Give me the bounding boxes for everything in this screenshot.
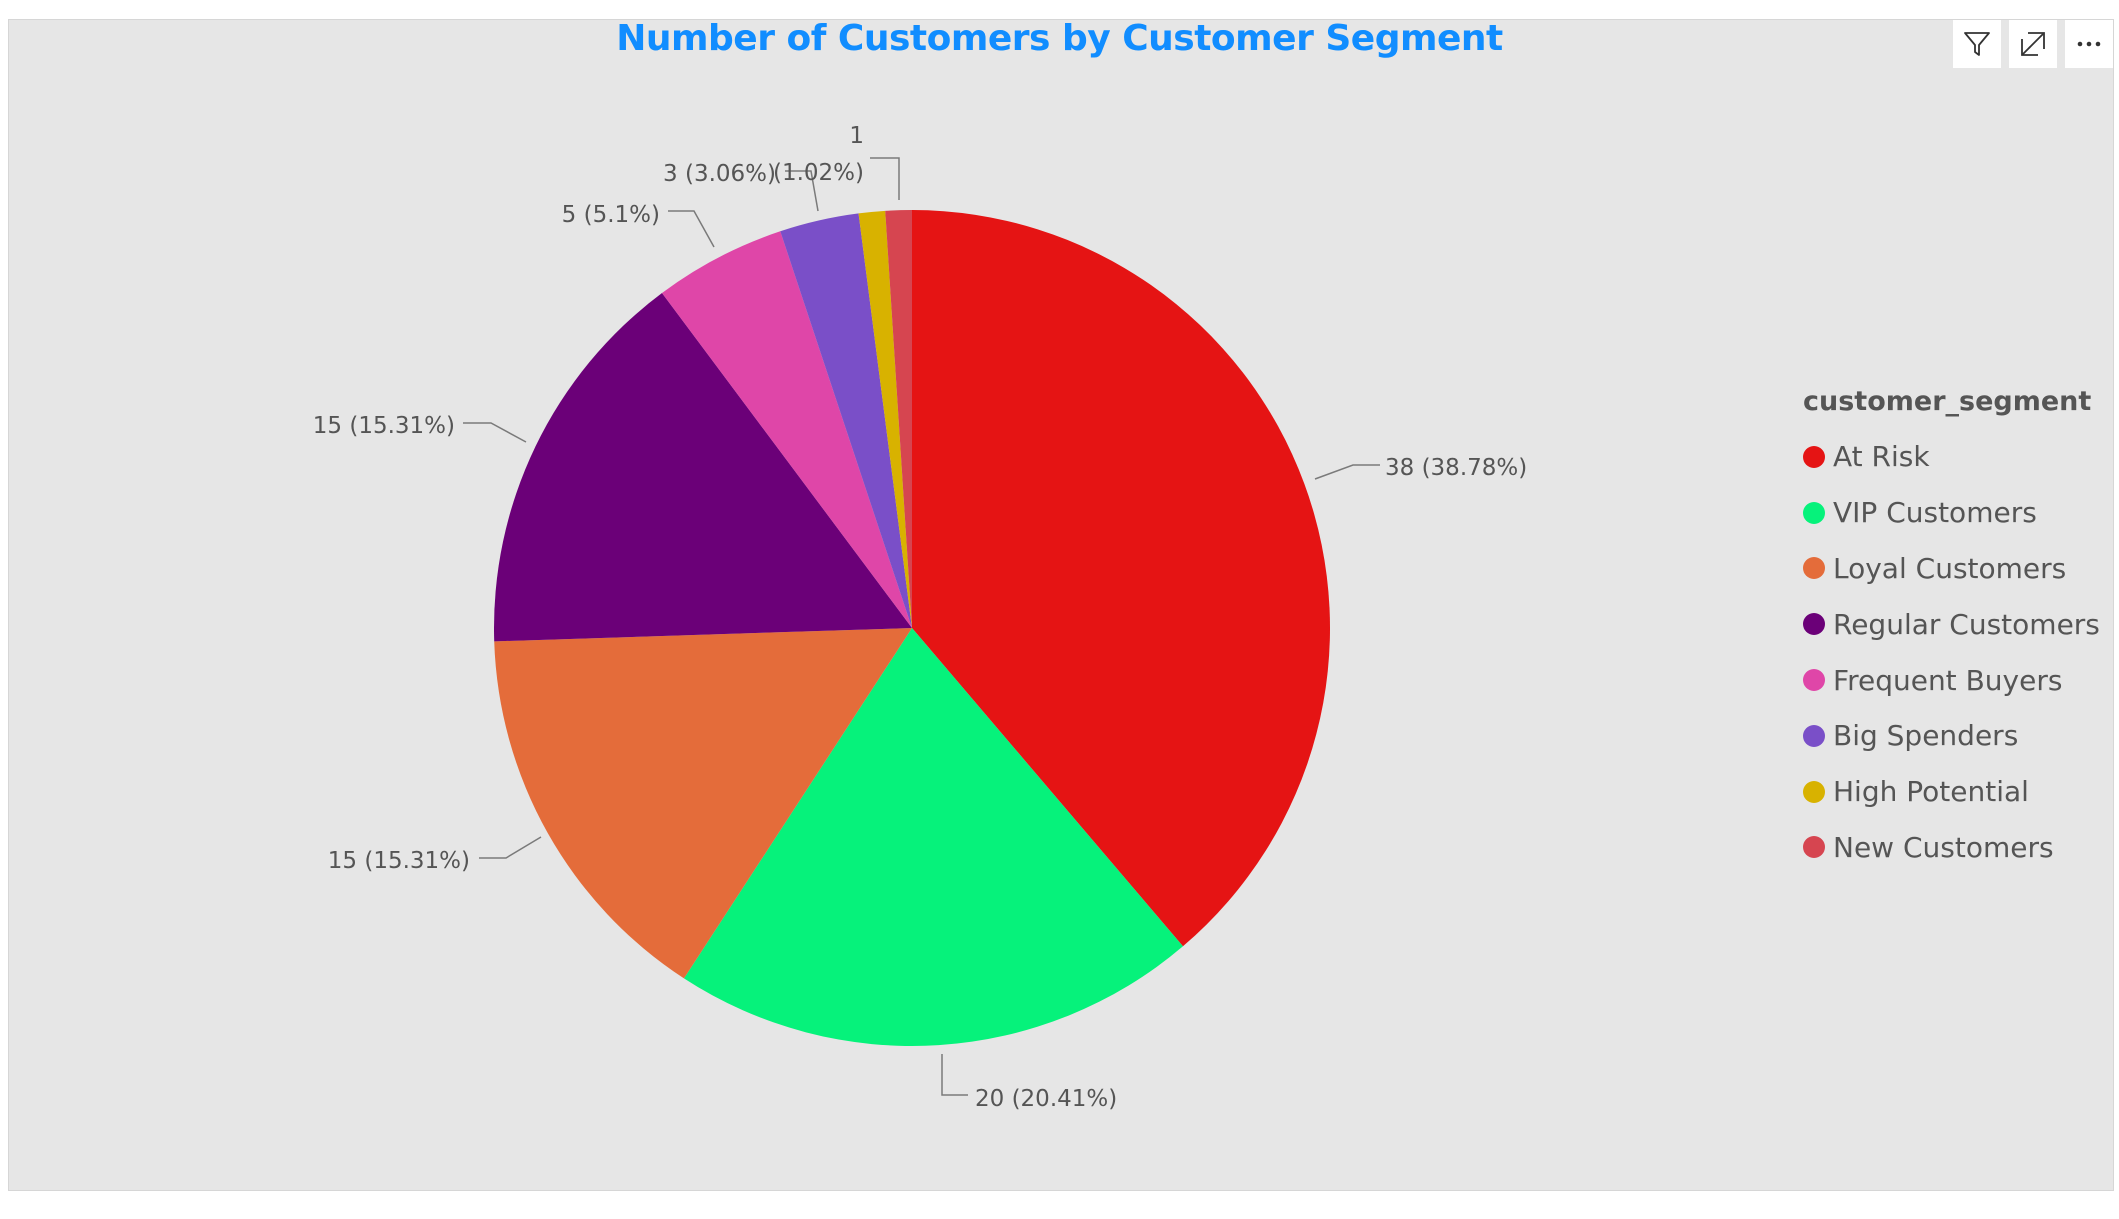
leader-line-regular-customers (463, 422, 527, 443)
legend-items: At Risk VIP Customers Loyal Customers Regul… (1803, 429, 2100, 875)
legend: customer_segment At Risk VIP Customers Loy… (1803, 386, 2100, 875)
pie-slices (493, 210, 1330, 1046)
leader-line-at-risk (1314, 464, 1380, 480)
data-label-vip-customers: 20 (20.41%) (975, 1086, 1117, 1112)
legend-marker (1803, 445, 1825, 468)
legend-marker (1803, 669, 1825, 692)
legend-title: customer_segment (1803, 386, 2092, 417)
leader-line-frequent-buyers (668, 210, 715, 248)
legend-marker (1803, 836, 1825, 859)
legend-label: New Customers (1833, 830, 2054, 864)
legend-item-vip-customers[interactable]: VIP Customers (1803, 485, 2100, 541)
legend-marker (1803, 613, 1825, 636)
pie-slice-regular-customers[interactable] (493, 293, 912, 642)
legend-label: At Risk (1833, 440, 1930, 474)
legend-label: VIP Customers (1833, 496, 2037, 530)
legend-marker (1803, 557, 1825, 580)
legend-item-big-spenders[interactable]: Big Spenders (1803, 708, 2100, 764)
chart-title: Number of Customers by Customer Segment (616, 18, 1503, 59)
focus-mode-icon (2021, 32, 2045, 56)
data-label-frequent-buyers: 5 (5.1%) (562, 202, 660, 228)
legend-item-frequent-buyers[interactable]: Frequent Buyers (1803, 652, 2100, 708)
legend-marker (1803, 501, 1825, 524)
leader-line-big-spenders (785, 170, 819, 212)
legend-item-regular-customers[interactable]: Regular Customers (1803, 596, 2100, 652)
pie-slice-frequent-buyers[interactable] (661, 231, 912, 629)
data-label-high-potential: 1 (1.02%) (773, 123, 864, 186)
legend-marker (1803, 780, 1825, 803)
more-options-icon (2077, 41, 2101, 47)
legend-label: Big Spenders (1833, 719, 2019, 753)
pie-slice-vip-customers[interactable] (683, 628, 1183, 1046)
leader-line-high-potential (870, 157, 900, 200)
legend-label: Regular Customers (1833, 607, 2100, 641)
legend-label: Loyal Customers (1833, 551, 2067, 585)
pie-slice-loyal-customers[interactable] (494, 628, 912, 979)
legend-label: High Potential (1833, 775, 2029, 809)
pie-data-labels: 38 (38.78%) 20 (20.41%) 15 (15.31%) 15 (15.… (313, 123, 1527, 1112)
pie-slice-big-spenders[interactable] (780, 213, 912, 629)
legend-item-loyal-customers[interactable]: Loyal Customers (1803, 541, 2100, 597)
legend-label: Frequent Buyers (1833, 663, 2063, 697)
pie-slice-at-risk[interactable] (912, 210, 1330, 947)
legend-marker (1803, 724, 1825, 747)
data-label-at-risk: 38 (38.78%) (1385, 455, 1527, 481)
data-label-big-spenders: 3 (3.06%) (663, 161, 776, 187)
data-label-regular-customers: 15 (15.31%) (313, 413, 455, 439)
pie-slice-high-potential[interactable] (858, 210, 912, 628)
legend-item-new-customers[interactable]: New Customers (1803, 820, 2100, 876)
focus-mode-button[interactable] (2009, 20, 2057, 68)
leader-line-loyal-customers (479, 836, 542, 859)
data-label-loyal-customers: 15 (15.31%) (328, 848, 470, 874)
pie-slice-new-customers[interactable] (885, 210, 912, 628)
legend-item-at-risk[interactable]: At Risk (1803, 429, 2100, 485)
legend-item-high-potential[interactable]: High Potential (1803, 764, 2100, 820)
filter-button[interactable] (1953, 20, 2001, 68)
visual-header-toolbar (1953, 20, 2113, 68)
leader-line-vip-customers (941, 1054, 968, 1096)
filter-icon (1964, 32, 1990, 56)
more-options-button[interactable] (2065, 20, 2113, 68)
